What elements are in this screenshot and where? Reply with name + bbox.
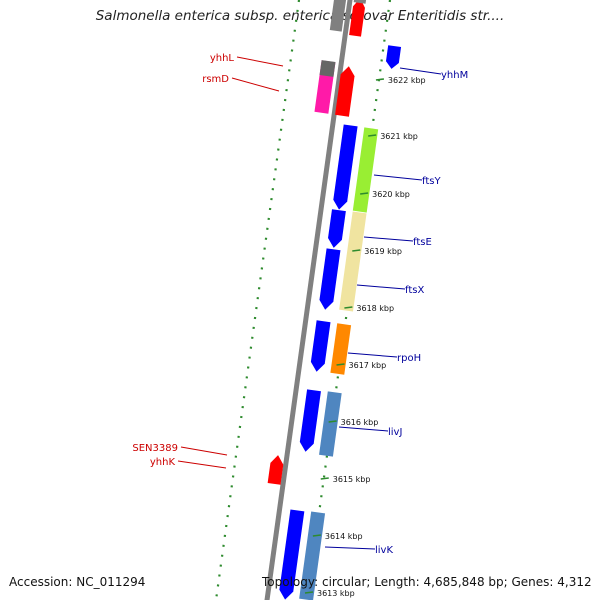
gene-leader-line xyxy=(324,546,376,550)
scale-tick-mark xyxy=(304,591,314,594)
outer-scale-dots xyxy=(305,0,392,600)
inner-scale-dots xyxy=(214,0,301,600)
gene-top-left-cog xyxy=(329,0,347,32)
gene-livj-cog xyxy=(319,391,342,457)
gene-leader-line xyxy=(236,56,284,67)
scale-tick-label: 3616 kbp xyxy=(341,418,379,427)
gene-ftsx-shape xyxy=(319,248,341,310)
gene-ftsx-cog-shape xyxy=(339,211,367,312)
gene-top-left-cog-shape xyxy=(329,0,347,32)
gene-rsmd-shape xyxy=(335,66,355,117)
gene-label-rsmd: rsmD xyxy=(202,74,229,85)
scale-tick-mark xyxy=(375,78,385,81)
gene-yhhm xyxy=(385,45,402,69)
gene-leader-line xyxy=(347,352,398,358)
gene-ftsy xyxy=(333,124,358,210)
gene-ftsx xyxy=(319,248,341,310)
backbone xyxy=(264,0,353,600)
scale-tick-mark xyxy=(336,363,345,366)
gene-rsmd xyxy=(335,66,355,117)
scale-tick-label: 3613 kbp xyxy=(317,589,355,598)
gene-leader-line xyxy=(363,236,414,242)
gene-label-sen3389: SEN3389 xyxy=(132,443,178,454)
scale-tick-label: 3621 kbp xyxy=(380,132,418,141)
gene-leader-line xyxy=(373,174,423,181)
gene-yhhm-shape xyxy=(385,45,402,69)
gene-ftsy-cog-shape xyxy=(352,127,379,213)
gene-top-forward xyxy=(349,0,365,37)
gene-rpoh-shape xyxy=(310,320,331,372)
scale-tick-label: 3619 kbp xyxy=(364,247,402,256)
scale-tick-mark xyxy=(344,306,353,309)
gene-leader-line xyxy=(177,460,227,469)
gene-leader-line xyxy=(399,67,442,75)
gene-leader-line xyxy=(180,446,228,456)
gene-label-yhhm: yhhM xyxy=(441,70,468,81)
scale-tick-label: 3615 kbp xyxy=(333,475,371,484)
gene-livj-cog-shape xyxy=(319,391,342,457)
gene-yhhk-shape xyxy=(267,455,284,485)
gene-yhhl-top xyxy=(319,60,336,77)
gene-yhhl-top-shape xyxy=(319,60,336,77)
scale-ticks: 3622 kbp 3621 kbp 3620 kbp 3619 kbp 3618 kbp… xyxy=(304,76,426,598)
gene-livk xyxy=(279,509,305,600)
gene-label-livj: livJ xyxy=(388,427,402,438)
map-title: Salmonella enterica subsp. enterica sero… xyxy=(95,8,505,24)
gene-top-forward-shape xyxy=(349,0,365,37)
gene-ftse-shape xyxy=(328,209,346,248)
gene-ftsx-cog xyxy=(339,211,367,312)
scale-tick-mark xyxy=(368,134,377,137)
gene-ftse xyxy=(328,209,346,248)
gene-ftsy-shape xyxy=(333,124,358,210)
gene-label-ftse: ftsE xyxy=(413,237,432,248)
scale-tick-label: 3618 kbp xyxy=(356,304,394,313)
gene-features xyxy=(267,0,402,600)
scale-tick-label: 3622 kbp xyxy=(388,76,426,85)
gene-label-yhhk: yhhK xyxy=(150,457,176,468)
topology-text: Topology: circular; Length: 4,685,848 bp… xyxy=(262,575,592,589)
gene-top-cog xyxy=(353,0,367,4)
gene-label-ftsx: ftsX xyxy=(405,285,424,296)
backbone-line xyxy=(264,0,353,600)
gene-rpoh xyxy=(310,320,331,372)
gene-livk-cog-shape xyxy=(299,511,326,600)
gene-livk-shape xyxy=(279,509,305,600)
gene-rpoh-cog-shape xyxy=(330,323,352,375)
gene-ftsy-cog xyxy=(352,127,379,213)
scale-tick-label: 3614 kbp xyxy=(325,532,363,541)
scale-tick-label: 3617 kbp xyxy=(349,361,387,370)
gene-label-livk: livK xyxy=(375,545,393,556)
gene-yhhk xyxy=(267,455,284,485)
scale-dots xyxy=(214,0,392,600)
scale-tick-mark xyxy=(320,477,329,480)
gene-rpoh-cog xyxy=(330,323,352,375)
scale-tick-mark xyxy=(328,420,337,423)
gene-label-rpoh: rpoH xyxy=(397,353,421,364)
gene-label-yhhl: yhhL xyxy=(210,53,235,64)
gene-leader-line xyxy=(338,426,389,432)
gene-livj xyxy=(299,389,321,452)
gene-label-ftsy: ftsY xyxy=(422,176,441,187)
scale-tick-label: 3620 kbp xyxy=(372,190,410,199)
gene-livj-shape xyxy=(299,389,321,452)
scale-tick-mark xyxy=(352,249,361,252)
gene-livk-cog xyxy=(299,511,326,600)
scale-tick-mark xyxy=(312,534,321,537)
gene-leader-line xyxy=(231,77,280,92)
scale-tick-mark xyxy=(360,192,369,195)
gene-labels: yhhM ftsY ftsE ftsX rpoH livJ livK yhhL rsmD SEN3… xyxy=(132,53,468,556)
gene-leader-line xyxy=(356,284,406,290)
gene-top-cog-shape xyxy=(353,0,367,4)
accession-text: Accession: NC_011294 xyxy=(9,575,146,589)
